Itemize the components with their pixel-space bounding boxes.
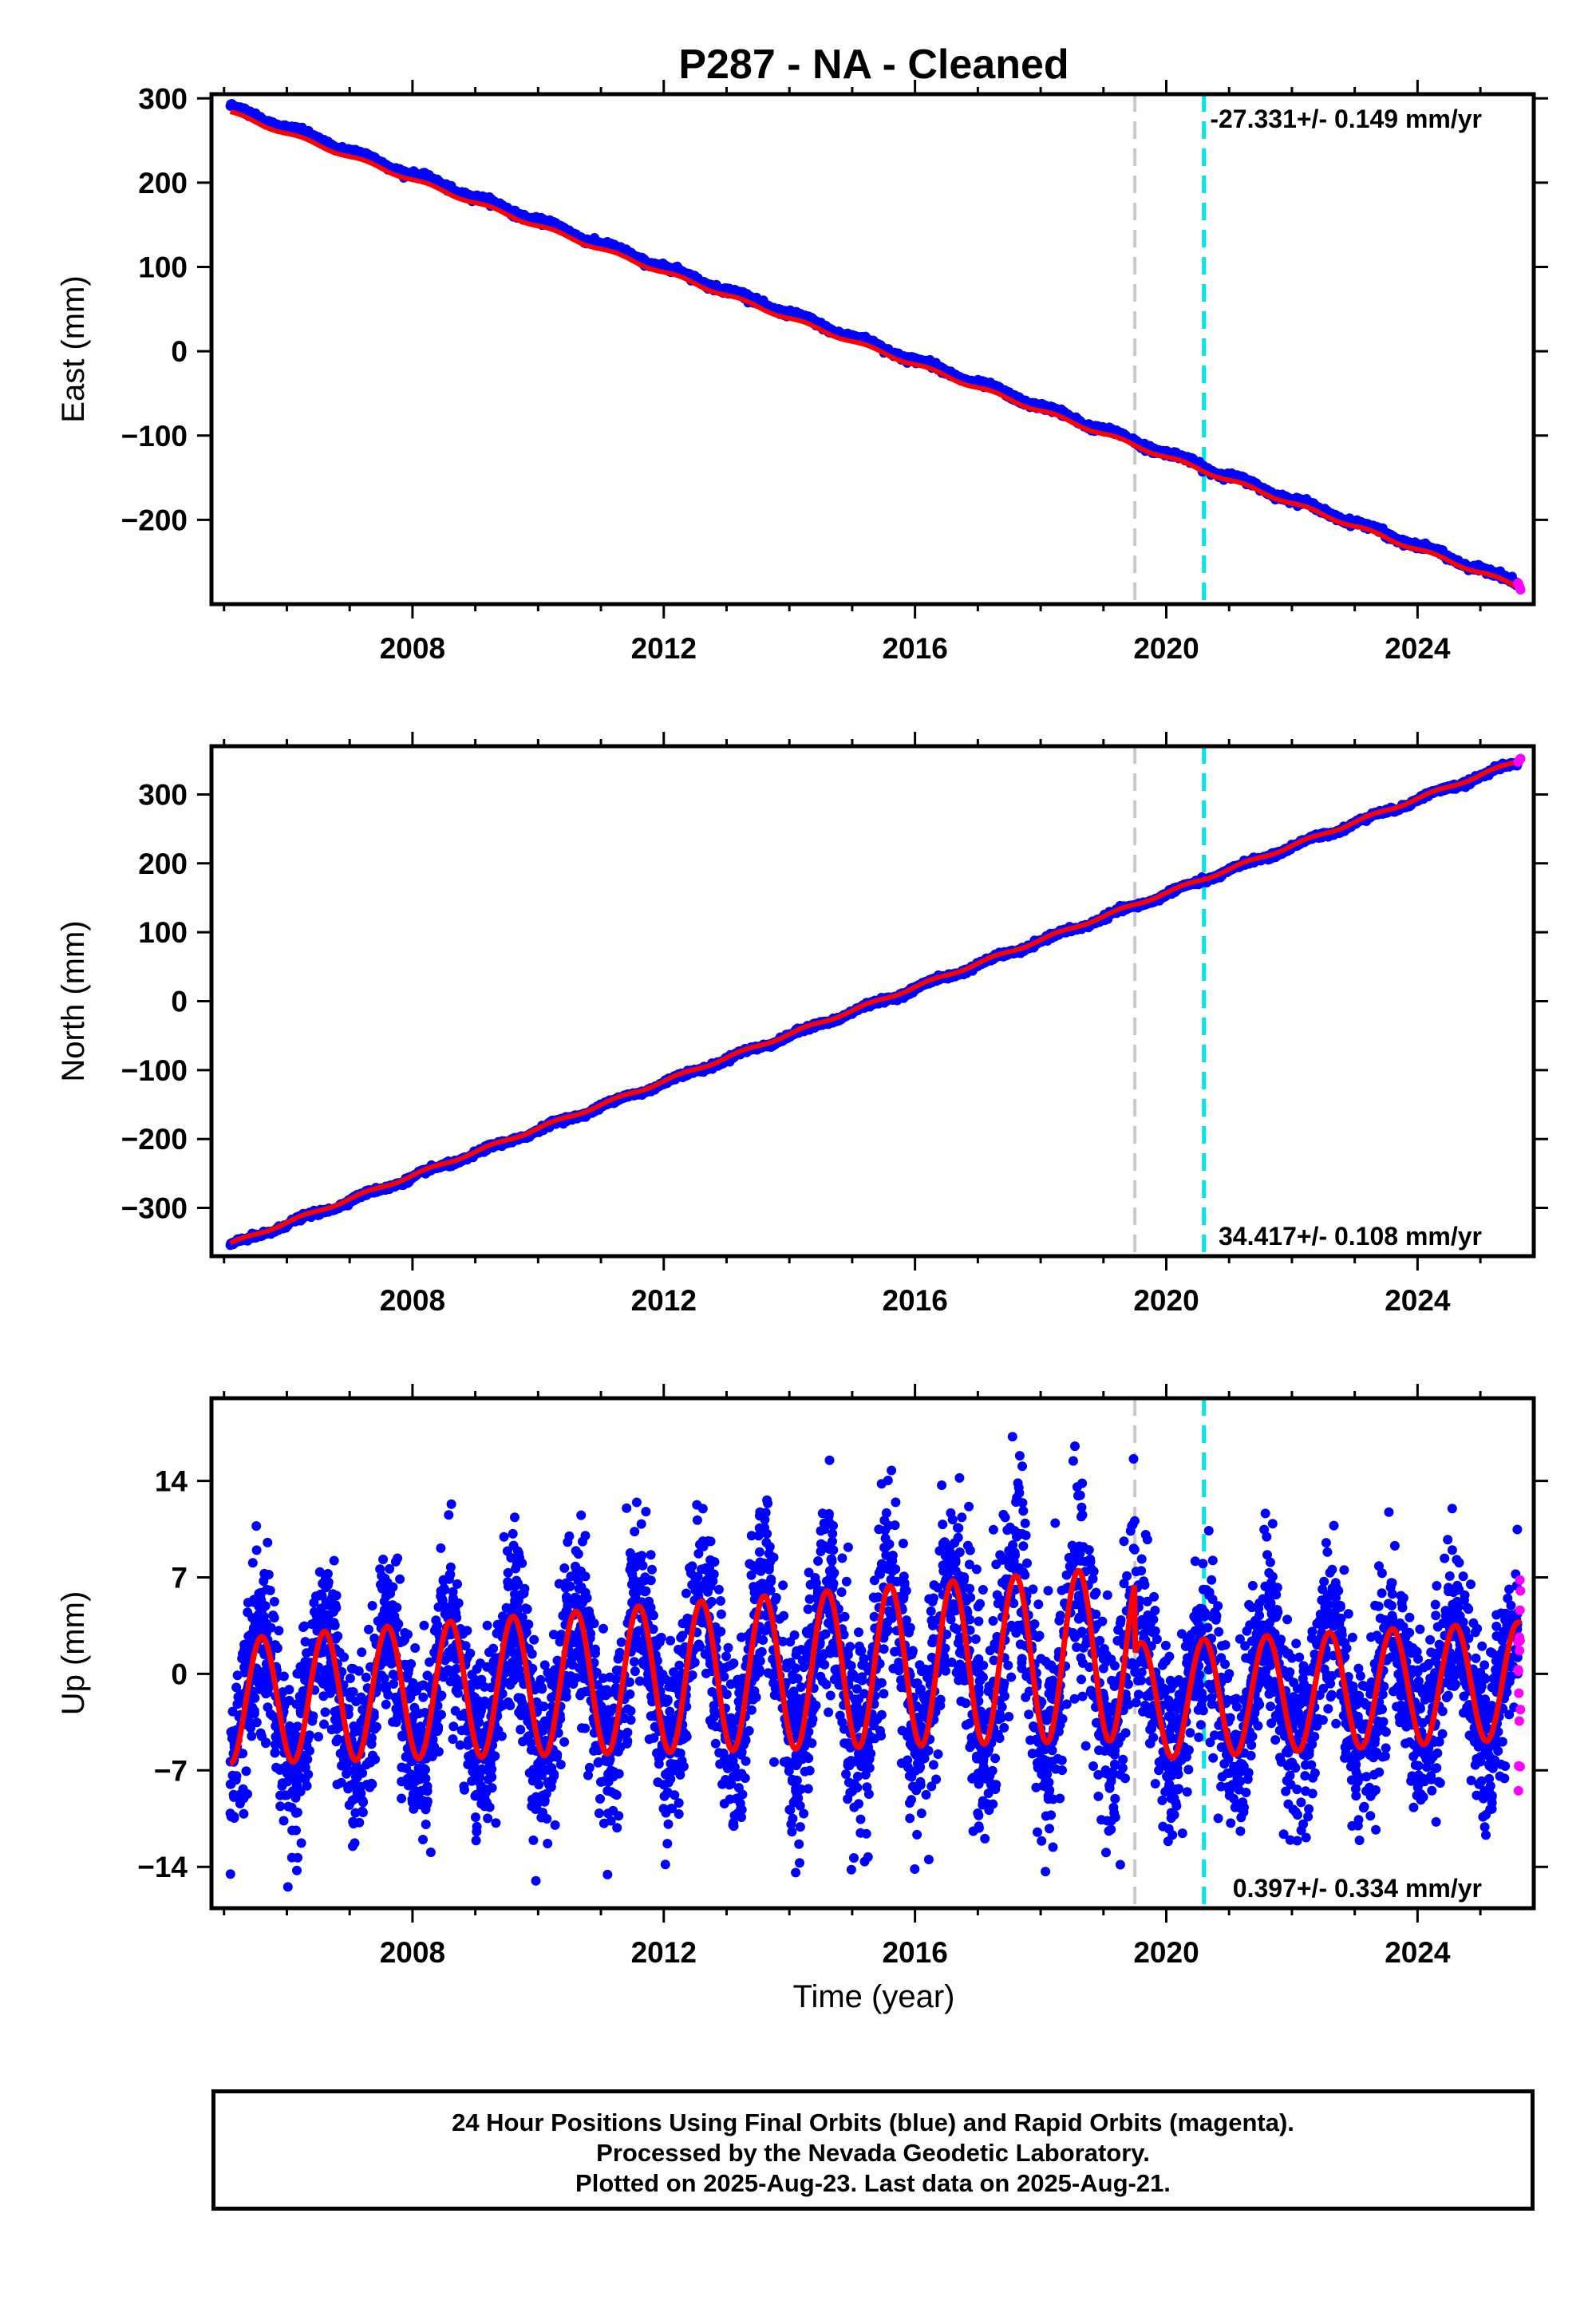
east-y-tick-label: −100 [121, 420, 188, 453]
east-y-tick-label: 300 [138, 82, 188, 115]
east-y-axis-label: East (mm) [56, 275, 91, 422]
east-y-tick-label: 100 [138, 251, 188, 284]
east-y-tick-label: −200 [121, 504, 188, 536]
chart-title: P287 - NA - Cleaned [678, 41, 1069, 88]
east-y-tick-label: 200 [138, 167, 188, 200]
east-rate-label: -27.331+/- 0.149 mm/yr [1210, 105, 1482, 133]
east-y-tick-label: 0 [171, 335, 188, 368]
east-x-tick-label: 2008 [380, 632, 445, 665]
east-x-tick-label: 2020 [1133, 632, 1199, 665]
east-frame [209, 92, 1536, 607]
east-model-fit-line [229, 109, 1522, 591]
east-panel: 2008 2012 2016 2020 2024 −200 −100 0 100 200 300 Ea… [56, 80, 1548, 665]
east-rapid-orbit-points [1513, 578, 1526, 595]
north-panel: 2008 2012 2016 2020 2024−300−200−10001002003… [56, 732, 1548, 1317]
east-rapid-point [1515, 585, 1526, 595]
east-x-tick-label: 2012 [631, 632, 697, 665]
east-x-tick-label: 2016 [882, 632, 947, 665]
east-plot-area [225, 94, 1526, 604]
east-x-tick-label: 2024 [1385, 632, 1451, 665]
north-plot-area [225, 746, 1526, 1256]
